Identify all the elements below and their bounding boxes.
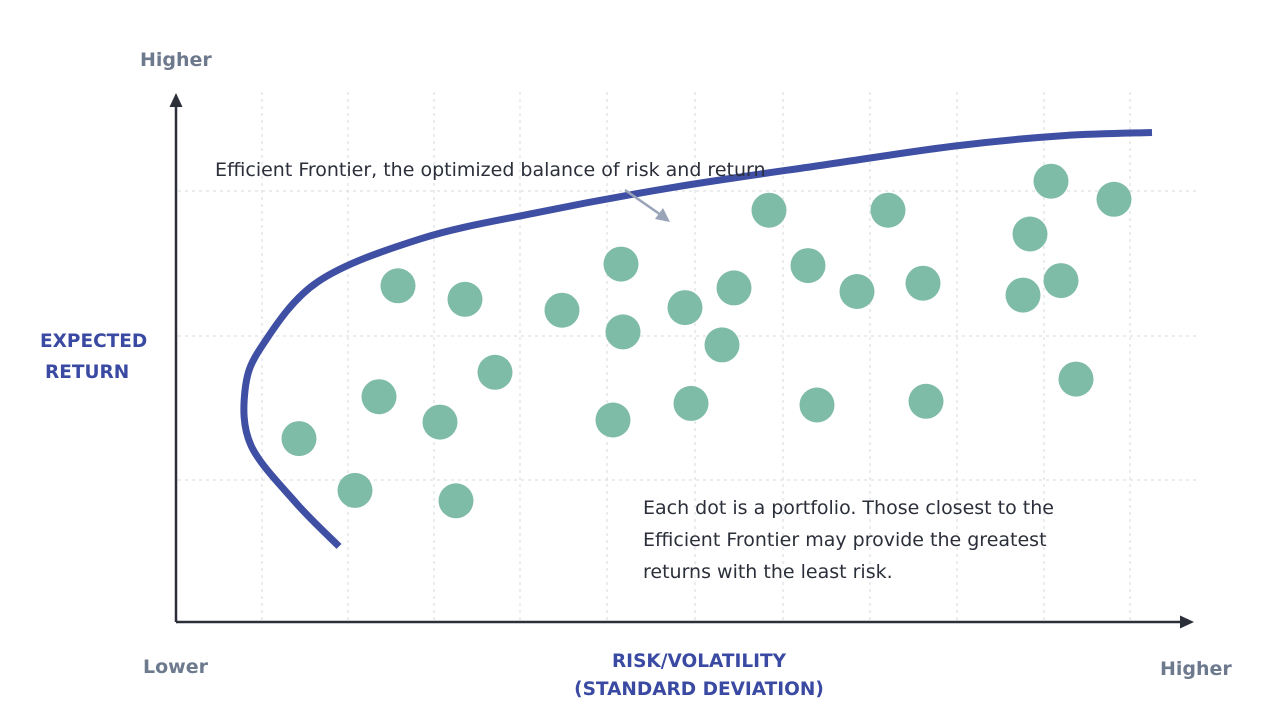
portfolio-dot-18 [790,248,826,284]
portfolio-dot-16 [716,270,752,306]
portfolio-dot-3 [361,379,397,415]
portfolio-dot-7 [447,281,483,317]
portfolio-dot-21 [870,192,906,228]
portfolio-dot-27 [1043,263,1079,299]
frontier-pointer-line [624,188,662,217]
portfolio-dot-22 [905,265,941,301]
portfolio-dot-14 [673,385,709,421]
y-axis-title-line-1: EXPECTED [40,331,147,352]
y-axis-high-label: Higher [140,49,212,71]
portfolio-dot-8 [477,354,513,390]
portfolio-dot-28 [1058,361,1094,397]
portfolio-note: Each dot is a portfolio. Those closest t… [643,497,1054,583]
frontier-pointer-arrow-icon [655,208,670,222]
portfolio-note-line-2: Efficient Frontier may provide the great… [643,529,1047,551]
axis-labels: Higher EXPECTED RETURN Lower Higher RISK… [40,49,1232,700]
portfolio-dot-5 [422,404,458,440]
portfolio-dot-15 [704,327,740,363]
efficient-frontier-curve [240,129,1153,549]
portfolio-dot-23 [908,383,944,419]
x-axis-low-label: Lower [143,656,209,678]
y-axis-title-line-2: RETURN [45,362,129,383]
portfolio-dot-12 [605,314,641,350]
x-axis-title-line-1: RISK/VOLATILITY [612,651,787,672]
axes [169,93,1194,629]
x-axis-arrow-icon [1180,615,1194,629]
frontier-label: Efficient Frontier, the optimized balanc… [215,159,766,181]
portfolio-dot-26 [1033,163,1069,199]
x-axis-high-label: Higher [1160,658,1232,680]
portfolio-dot-24 [1005,277,1041,313]
portfolio-dot-17 [751,192,787,228]
portfolio-note-line-3: returns with the least risk. [643,561,893,583]
portfolio-dot-9 [544,292,580,328]
portfolio-dot-13 [667,290,703,326]
y-axis-arrow-icon [169,93,183,107]
frontier-annotation: Efficient Frontier, the optimized balanc… [215,159,766,222]
portfolio-dot-11 [603,246,639,282]
portfolio-dot-4 [380,268,416,304]
portfolio-note-line-1: Each dot is a portfolio. Those closest t… [643,497,1054,519]
x-axis-title-line-2: (STANDARD DEVIATION) [574,679,824,700]
portfolio-dot-10 [595,402,631,438]
portfolio-dots [281,163,1132,519]
portfolio-dot-1 [281,421,317,457]
portfolio-dot-19 [799,387,835,423]
portfolio-dot-20 [839,274,875,309]
portfolio-dot-2 [337,472,373,508]
portfolio-dot-29 [1096,181,1132,217]
portfolio-dot-6 [438,483,474,519]
portfolio-dot-25 [1012,216,1048,252]
